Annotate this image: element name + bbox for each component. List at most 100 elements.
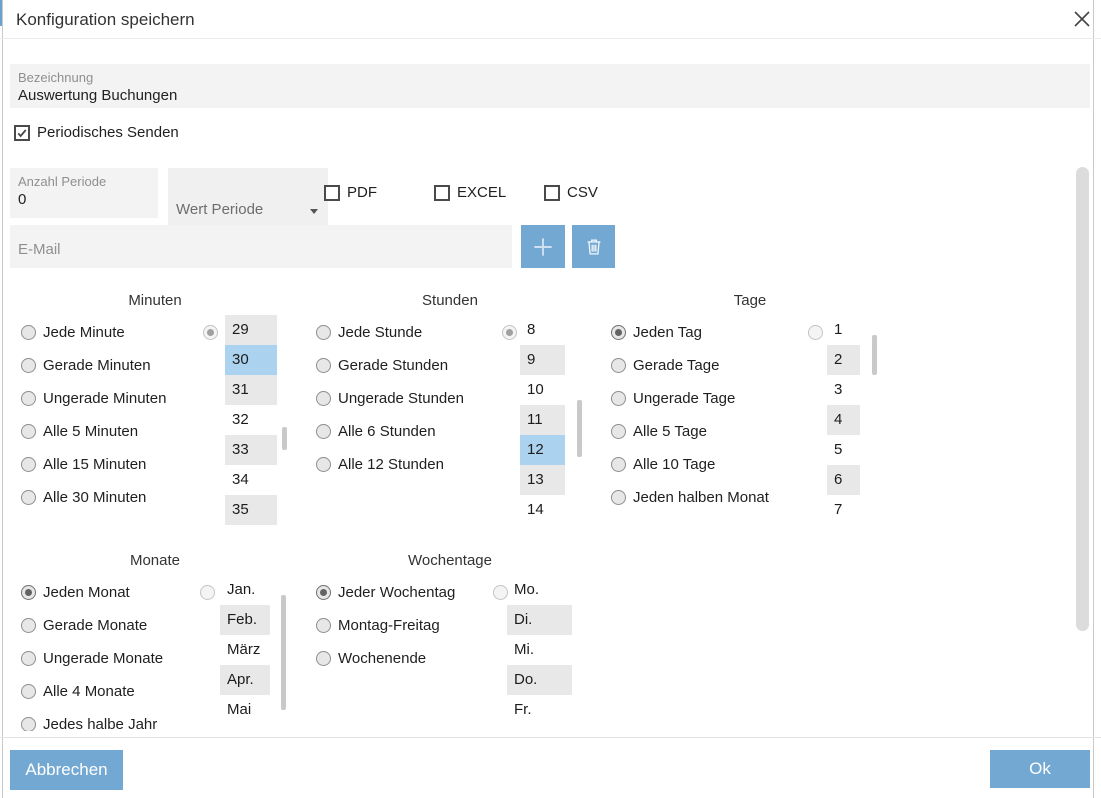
radio-option[interactable]: Alle 30 Minuten <box>21 481 166 514</box>
minuten-list-mode-radio[interactable] <box>203 325 218 340</box>
radio-option-label: Gerade Tage <box>633 356 720 374</box>
list-item[interactable]: 7 <box>834 501 843 518</box>
radio-option[interactable]: Jeden Monat <box>21 576 163 609</box>
monate-list-scrollbar[interactable] <box>281 595 286 710</box>
radio-option[interactable]: Gerade Tage <box>611 349 769 382</box>
email-field[interactable]: E-Mail <box>10 225 512 268</box>
list-item[interactable]: März <box>227 641 261 658</box>
anzahl-periode-value[interactable]: 0 <box>18 191 27 208</box>
list-item[interactable]: 33 <box>225 435 277 465</box>
radio-option[interactable]: Jeden Tag <box>611 316 769 349</box>
radio-icon <box>21 489 36 505</box>
stunden-list-scrollbar[interactable] <box>577 400 582 457</box>
radio-option[interactable]: Alle 12 Stunden <box>316 448 464 481</box>
checkbox-checked-icon <box>14 124 30 141</box>
list-item[interactable]: Mi. <box>514 641 534 658</box>
monate-list-mode-radio[interactable] <box>200 585 215 600</box>
title-divider <box>0 38 1101 39</box>
tage-list-mode-radio[interactable] <box>808 325 823 340</box>
radio-icon <box>21 650 36 666</box>
list-item[interactable]: Jan. <box>227 581 256 598</box>
list-item[interactable]: 32 <box>232 411 249 428</box>
list-item[interactable]: Mo. <box>514 581 540 598</box>
cancel-button[interactable]: Abbrechen <box>10 750 123 790</box>
add-email-button[interactable] <box>521 225 565 268</box>
wochentage-list-mode-radio[interactable] <box>493 585 508 600</box>
monate-options: Jeden Monat Gerade Monate Ungerade Monat… <box>21 576 163 731</box>
list-item[interactable]: Apr. <box>220 665 270 695</box>
radio-option[interactable]: Jede Stunde <box>316 316 464 349</box>
radio-option-label: Jede Minute <box>43 323 125 341</box>
list-item[interactable]: 29 <box>225 315 277 345</box>
list-item[interactable]: 13 <box>520 465 565 495</box>
radio-option-label: Alle 4 Monate <box>43 682 135 700</box>
periodic-send-checkbox[interactable]: Periodisches Senden <box>14 124 179 141</box>
pdf-checkbox[interactable]: PDF <box>324 184 377 201</box>
list-item[interactable]: 10 <box>527 381 544 398</box>
list-item[interactable]: 14 <box>527 501 544 518</box>
list-item[interactable]: 9 <box>520 345 565 375</box>
radio-option-label: Montag-Freitag <box>338 616 440 634</box>
wert-periode-dropdown[interactable]: Wert Periode <box>168 168 328 230</box>
ok-button[interactable]: Ok <box>990 750 1090 788</box>
bezeichnung-field[interactable]: Bezeichnung Auswertung Buchungen <box>10 64 1090 108</box>
list-item[interactable]: Do. <box>507 665 572 695</box>
radio-option-label: Alle 30 Minuten <box>43 488 147 506</box>
radio-option[interactable]: Wochenende <box>316 642 455 675</box>
anzahl-periode-field[interactable]: Anzahl Periode 0 <box>10 168 158 218</box>
list-item[interactable]: 3 <box>834 381 843 398</box>
list-item[interactable]: 35 <box>225 495 277 525</box>
list-item[interactable]: Mai <box>227 701 252 718</box>
radio-option[interactable]: Jeder Wochentag <box>316 576 455 609</box>
delete-email-button[interactable] <box>572 225 615 268</box>
list-item[interactable]: 4 <box>827 405 860 435</box>
list-item[interactable]: 8 <box>527 321 536 338</box>
tage-list-scrollbar[interactable] <box>872 335 877 375</box>
radio-option-label: Jeden Tag <box>633 323 702 341</box>
radio-option[interactable]: Alle 10 Tage <box>611 448 769 481</box>
section-wochentage-title: Wochentage <box>408 552 492 569</box>
radio-option[interactable]: Jede Minute <box>21 316 166 349</box>
radio-option[interactable]: Ungerade Tage <box>611 382 769 415</box>
radio-option[interactable]: Ungerade Minuten <box>21 382 166 415</box>
monate-value-list: Jan. Feb. März Apr. Mai <box>220 575 270 725</box>
radio-option[interactable]: Alle 4 Monate <box>21 675 163 708</box>
list-item[interactable]: 1 <box>834 321 843 338</box>
wochentage-options: Jeder Wochentag Montag-Freitag Wochenend… <box>316 576 455 675</box>
list-item[interactable]: 6 <box>827 465 860 495</box>
list-item[interactable]: Fr. <box>514 701 532 718</box>
radio-option[interactable]: Ungerade Monate <box>21 642 163 675</box>
close-icon[interactable] <box>1070 7 1094 31</box>
stunden-list-mode-radio[interactable] <box>502 325 517 340</box>
minuten-list-scrollbar[interactable] <box>282 427 287 450</box>
radio-icon <box>21 716 36 731</box>
list-item[interactable]: 12 <box>520 435 565 465</box>
radio-option[interactable]: Alle 6 Stunden <box>316 415 464 448</box>
list-item[interactable]: 30 <box>225 345 277 375</box>
radio-option[interactable]: Gerade Minuten <box>21 349 166 382</box>
radio-option[interactable]: Alle 5 Tage <box>611 415 769 448</box>
radio-icon <box>21 584 36 600</box>
radio-option[interactable]: Gerade Monate <box>21 609 163 642</box>
list-item[interactable]: 2 <box>827 345 860 375</box>
radio-option[interactable]: Jeden halben Monat <box>611 481 769 514</box>
bezeichnung-value[interactable]: Auswertung Buchungen <box>18 87 178 104</box>
radio-option[interactable]: Montag-Freitag <box>316 609 455 642</box>
radio-option[interactable]: Ungerade Stunden <box>316 382 464 415</box>
list-item[interactable]: 11 <box>520 405 565 435</box>
list-item[interactable]: 5 <box>834 441 843 458</box>
radio-option[interactable]: Alle 5 Minuten <box>21 415 166 448</box>
footer-divider <box>0 737 1101 738</box>
list-item[interactable]: 34 <box>232 471 249 488</box>
radio-option[interactable]: Jedes halbe Jahr <box>21 708 163 731</box>
list-item[interactable]: Di. <box>507 605 572 635</box>
list-item[interactable]: 31 <box>225 375 277 405</box>
radio-option[interactable]: Gerade Stunden <box>316 349 464 382</box>
list-item[interactable]: Feb. <box>220 605 270 635</box>
section-minuten-title: Minuten <box>128 292 182 309</box>
excel-checkbox[interactable]: EXCEL <box>434 184 506 201</box>
csv-checkbox[interactable]: CSV <box>544 184 598 201</box>
radio-option[interactable]: Alle 15 Minuten <box>21 448 166 481</box>
radio-icon <box>316 324 331 340</box>
dialog-scrollbar-thumb[interactable] <box>1076 167 1089 631</box>
